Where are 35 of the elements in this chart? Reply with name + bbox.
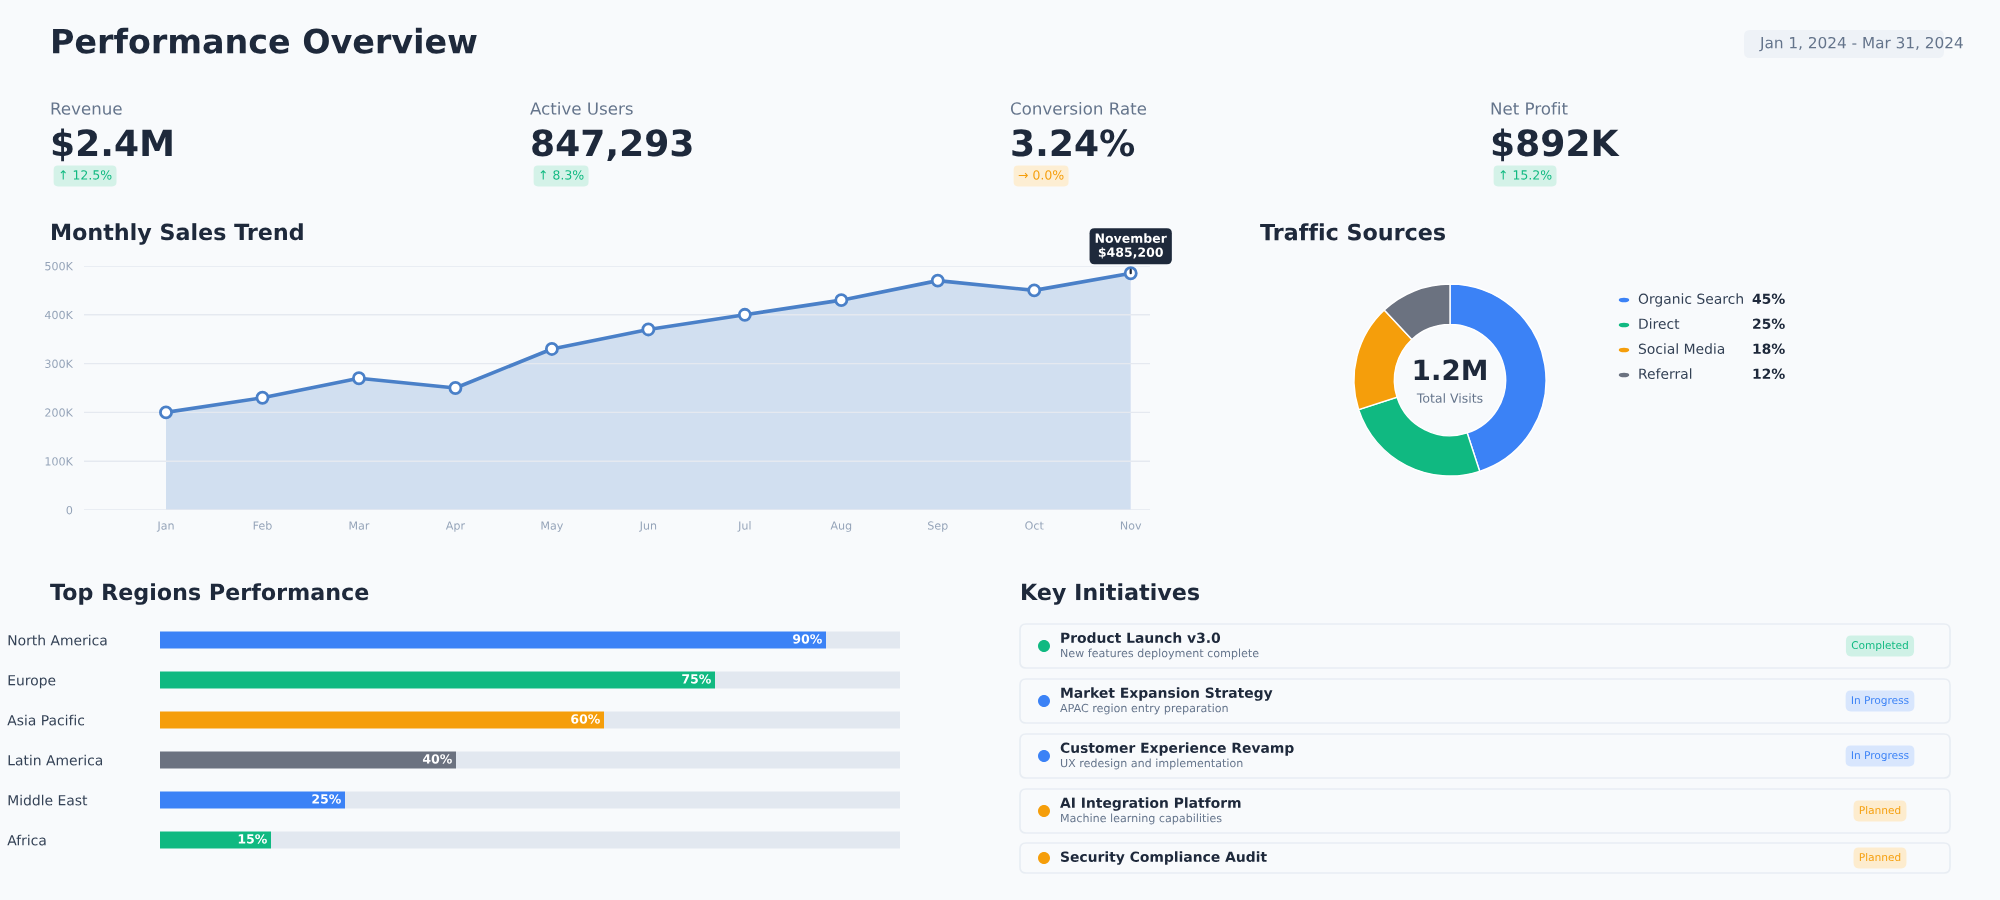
text: 1.2M: [1414, 359, 1486, 380]
point: [930, 273, 945, 288]
bar: [160, 791, 345, 809]
chart-title: Top Regions Performance: [50, 583, 369, 605]
chart-title: Traffic Sources: [1260, 223, 1445, 241]
bar: [345, 791, 900, 809]
category-label: Active Users: [530, 101, 633, 115]
category-label: Net Profit: [1491, 101, 1568, 115]
bar: [456, 751, 900, 769]
bar: [715, 671, 900, 689]
bar: [604, 711, 900, 729]
category-label: Revenue: [51, 102, 122, 115]
point: [1027, 283, 1042, 298]
bar: [160, 711, 604, 729]
bar: [271, 831, 900, 849]
bar: [160, 671, 715, 689]
text: $2.4M: [52, 128, 172, 162]
text: 3.24%: [1012, 129, 1135, 157]
text: Performance Overview: [53, 27, 477, 54]
text: Key Initiatives: [1022, 583, 1200, 605]
point: [159, 405, 173, 420]
bar: [826, 631, 900, 649]
bar: [160, 751, 456, 769]
text: 847,293: [532, 129, 692, 162]
point: [641, 322, 656, 337]
bar: [160, 631, 826, 649]
text: $892K: [1492, 128, 1620, 162]
point: [448, 381, 463, 395]
point: [834, 293, 849, 308]
point: [737, 307, 752, 322]
point: [544, 342, 559, 356]
point: [352, 371, 366, 386]
category-label: Conversion Rate: [1010, 101, 1147, 115]
point: [255, 390, 270, 405]
chart-title: Monthly Sales Trend: [52, 223, 303, 245]
